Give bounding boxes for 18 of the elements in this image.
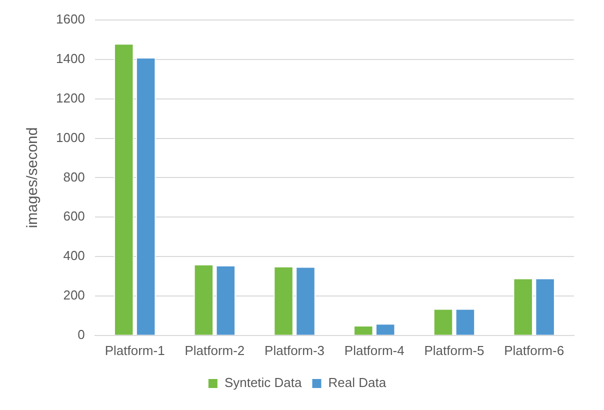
- y-tick-label: 600: [63, 208, 85, 224]
- x-tick-label: Platform-6: [504, 342, 564, 358]
- y-tick-label: 1600: [56, 12, 85, 27]
- y-tick-label: 400: [63, 248, 85, 264]
- y-tick-label: 1200: [56, 90, 85, 106]
- x-tick-label: Platform-5: [424, 342, 484, 358]
- x-tick-label: Platform-3: [264, 342, 325, 358]
- x-tick-label: Platform-1: [104, 342, 165, 358]
- y-axis-title: images/second: [24, 127, 42, 228]
- x-tick-label: Platform-2: [184, 342, 245, 358]
- y-tick-label: 1400: [56, 51, 85, 66]
- y-tick-label: 800: [63, 169, 85, 184]
- y-tick-label: 0: [78, 326, 85, 342]
- x-tick-label: Platform-4: [344, 342, 404, 358]
- legend-label: Real Data: [328, 375, 387, 390]
- legend-label: Syntetic Data: [224, 375, 303, 390]
- y-tick-label: 200: [63, 288, 85, 303]
- y-tick-label: 1000: [56, 130, 85, 145]
